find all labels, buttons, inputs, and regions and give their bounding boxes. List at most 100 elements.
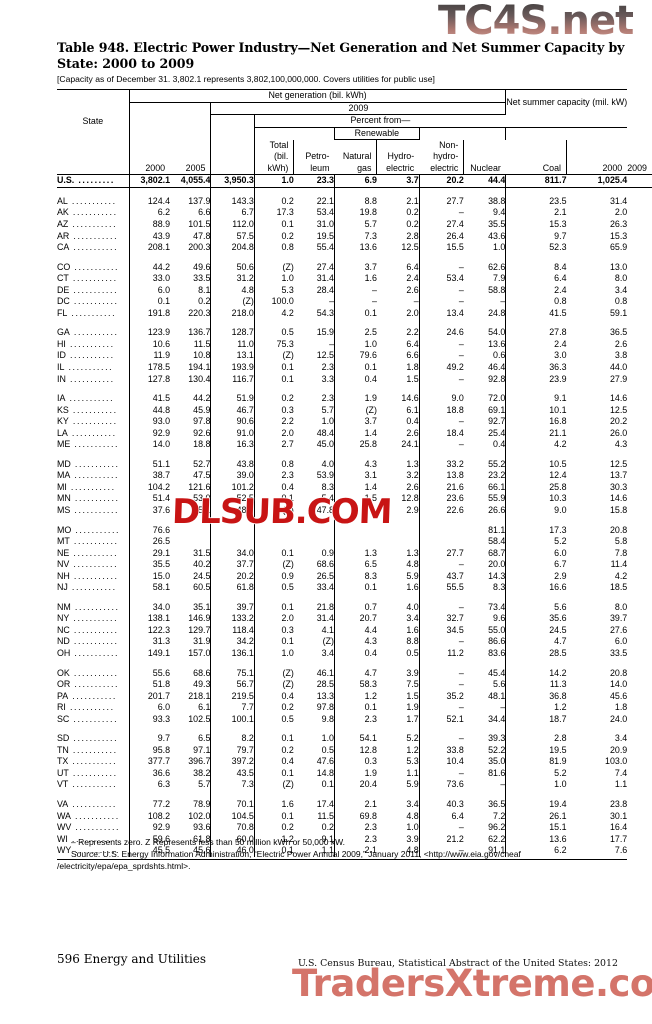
table-row: DE ........... 6.0 8.1 4.8 5.3 28.4–2.6–58.8 2… (57, 284, 652, 297)
row-state-label: OH ........... (57, 648, 120, 659)
cell-petroleum: 2.0 (253, 613, 294, 625)
table-row: WI ........... 59.6 61.8 60.0 1.2 9.1 2.3 3.9 21… (57, 833, 652, 846)
cell-g2005: 18.8 (193, 439, 211, 450)
cell-g2000: 178.5 (128, 361, 171, 374)
cell-nuclear: 15.5 (418, 242, 464, 254)
cell-g2000: 138.1 (128, 613, 171, 625)
cell-coal: 55.0 (488, 624, 506, 635)
table-row: MA ........... 38.7 47.5 39.0 2.3 53.9 3.1 3.2 1… (57, 470, 652, 482)
cell-hydro: – (333, 284, 377, 297)
cell-hydro: 1.6 (333, 273, 377, 285)
cell-g2000: 11.9 (128, 350, 171, 362)
cell-total: 90.6 (210, 416, 255, 428)
cell-cap2009: 20.9 (609, 744, 628, 755)
cell-cap2000: 13.6 (505, 833, 567, 846)
cell-g2000: 92.9 (128, 427, 171, 440)
cell-g2005: 47.5 (193, 470, 211, 481)
cell-cap2000: 23.5 (505, 195, 567, 208)
cell-hydro: 13.6 (333, 242, 377, 254)
header-year-2009: 2009 (210, 102, 506, 116)
row-state-label: CT ........... (57, 273, 118, 284)
table-row: OR ........... 51.8 49.3 56.7 (Z) 28.5 58.3 7.5… (57, 679, 652, 691)
cell-total: 8.2 (210, 733, 255, 745)
cell-nuclear: 20.2 (418, 174, 464, 188)
cell-g2000: 3,802.1 (128, 174, 171, 188)
cell-cap2009: 26.3 (609, 218, 628, 229)
cell-nonhydro: 1.0 (406, 822, 419, 833)
cell-coal: 52.2 (488, 744, 506, 755)
cell-cap2009: 12.5 (609, 404, 628, 415)
cell-nuclear: 73.6 (418, 779, 464, 792)
row-state-label: DE ........... (57, 284, 119, 295)
cell-cap2009: 13.0 (609, 261, 628, 272)
cell-natgas: – (329, 338, 334, 349)
cell-petroleum: 0.5 (253, 327, 294, 339)
cell-coal: 0.6 (493, 350, 506, 361)
cell-nuclear: 35.2 (418, 690, 464, 703)
cell-petroleum: 0.1 (253, 547, 294, 560)
table-row: NE ........... 29.1 31.5 34.0 0.1 0.9 1.3 1.3 27… (57, 547, 652, 560)
cell-natgas: 4.1 (321, 624, 334, 635)
cell-petroleum: 0.1 (253, 767, 294, 780)
cell-petroleum: (Z) (253, 559, 294, 571)
cell-nuclear: – (418, 601, 464, 614)
cell-hydro: 0.7 (333, 601, 377, 614)
cell-natgas: – (329, 296, 334, 307)
cell-nonhydro: 12.5 (401, 242, 419, 253)
cell-natgas: 68.6 (316, 559, 334, 570)
header-row-percent-from: Percent from— (57, 114, 652, 175)
cell-coal: 5.6 (493, 679, 506, 690)
table-row: AL ........... 124.4 137.9 143.3 0.2 22.1 8.8 2… (57, 195, 652, 208)
cell-total (210, 536, 255, 548)
cell-hydro: 58.3 (333, 679, 377, 691)
cell-nonhydro: 1.2 (406, 744, 419, 755)
cell-total: 136.1 (210, 648, 255, 660)
cell-natgas: 0.5 (321, 744, 334, 755)
cell-hydro: (Z) (333, 404, 377, 417)
cell-natgas: 26.5 (316, 570, 334, 581)
row-state-label: ME ........... (57, 439, 120, 450)
row-state-label: SD ........... (57, 733, 119, 744)
cell-petroleum (253, 524, 294, 537)
row-spacer (57, 319, 652, 328)
cell-petroleum: 0.5 (253, 713, 294, 726)
cell-nonhydro: 6.6 (406, 350, 419, 361)
cell-natgas: 48.4 (316, 427, 334, 438)
cell-total: 57.5 (210, 230, 255, 243)
cell-hydro: 2.1 (333, 799, 377, 811)
row-state-label: MS ........... (57, 505, 120, 515)
cell-g2005: 136.7 (188, 327, 211, 338)
cell-g2005: 45.6 (193, 845, 211, 856)
row-state-label: WI ........... (57, 833, 117, 844)
cell-coal: 26.6 (488, 505, 506, 515)
row-spacer (57, 593, 652, 602)
cell-total (210, 524, 255, 537)
cell-g2000: 44.2 (128, 261, 171, 274)
cell-g2005: 92.6 (193, 427, 211, 438)
cell-hydro: 3.1 (333, 470, 377, 482)
cell-nonhydro: 8.8 (406, 636, 419, 647)
table-row: AR ........... 43.9 47.8 57.5 0.2 19.5 7.3 2.8 2… (57, 230, 652, 243)
cell-petroleum: 0.1 (253, 218, 294, 231)
cell-g2005 (170, 525, 211, 537)
cell-g2005: 101.5 (188, 218, 211, 229)
cell-cap2009: 14.0 (609, 679, 628, 690)
cell-nonhydro: 1.3 (406, 547, 419, 558)
cell-cap2009: 7.6 (614, 845, 628, 856)
cell-nuclear: 18.8 (418, 404, 464, 417)
cell-cap2000: 19.4 (505, 799, 567, 811)
data-table: Net generation (bil. kWh) Net summer cap… (57, 88, 652, 860)
cell-g2005: 49.6 (193, 261, 211, 272)
cell-g2005: 45.9 (193, 404, 211, 415)
cell-g2000: 9.7 (128, 733, 171, 745)
cell-coal: 46.4 (488, 361, 506, 372)
cell-cap2009: 2.6 (614, 338, 628, 349)
cell-nonhydro: 0.4 (406, 416, 419, 427)
cell-natgas: 0.9 (321, 547, 334, 558)
row-state-label: HI ........... (57, 338, 115, 349)
cell-nuclear: 9.0 (418, 393, 464, 405)
cell-natgas: 5.4 (321, 493, 334, 504)
cell-nuclear: – (418, 679, 464, 691)
table-row: PA ........... 201.7 218.1 219.5 0.4 13.3 1.2 1… (57, 690, 652, 703)
table-row: NH ........... 15.0 24.5 20.2 0.9 26.5 8.3 5.9 4… (57, 570, 652, 583)
